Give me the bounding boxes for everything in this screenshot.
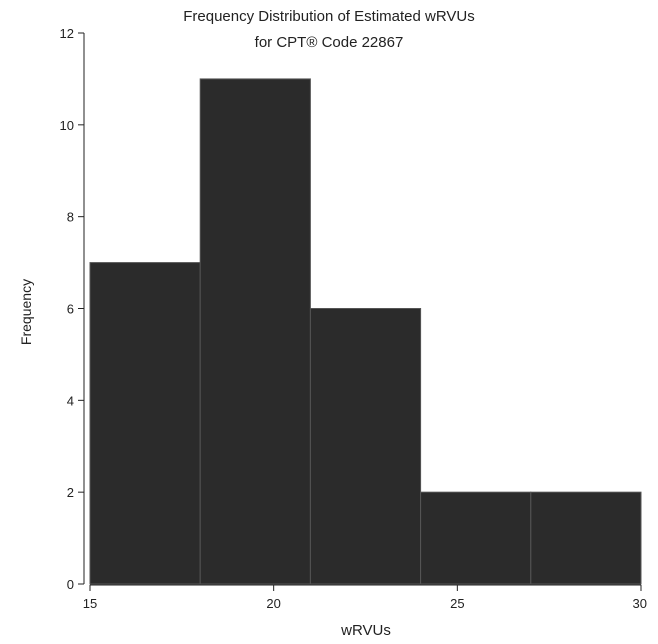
y-tick-label-0: 0 (67, 577, 74, 592)
x-tick-label-30: 30 (633, 596, 647, 611)
y-tick-label-8: 8 (67, 210, 74, 225)
y-tick-label-10: 10 (60, 118, 74, 133)
histogram-bar-2 (199, 78, 311, 585)
histogram-bar-4 (420, 491, 532, 585)
y-tick-label-2: 2 (67, 485, 74, 500)
y-tick-label-12: 12 (60, 26, 74, 41)
chart-title: Frequency Distribution of Estimated wRVU… (183, 8, 475, 25)
x-tick-label-20: 20 (266, 596, 280, 611)
histogram-bar-1 (89, 262, 201, 585)
y-tick-label-4: 4 (67, 393, 74, 408)
x-axis-label: wRVUs (341, 622, 391, 639)
histogram-bar-3 (309, 308, 422, 585)
x-tick-label-25: 25 (450, 596, 464, 611)
histogram-bar-5 (530, 491, 642, 585)
chart-subtitle: for CPT® Code 22867 (254, 34, 404, 51)
y-tick-label-6: 6 (67, 302, 74, 317)
x-tick-label-15: 15 (83, 596, 97, 611)
